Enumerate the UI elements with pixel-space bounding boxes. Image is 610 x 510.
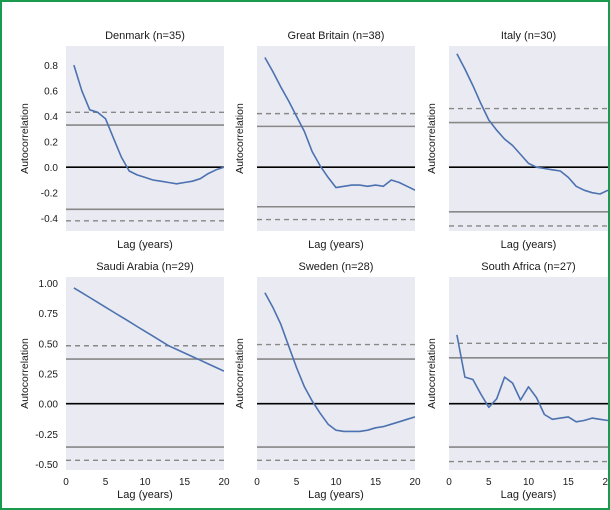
y-tick-label: 0.75	[39, 309, 59, 320]
x-axis-label: Lag (years)	[117, 239, 173, 251]
plot-background	[449, 46, 608, 231]
x-tick-label: 5	[294, 477, 300, 488]
x-axis-label: Lag (years)	[308, 489, 364, 501]
x-axis-label: Lag (years)	[501, 489, 557, 501]
x-tick-label: 0	[254, 477, 260, 488]
panel-title: Saudi Arabia (n=29)	[96, 261, 194, 273]
x-axis-label: Lag (years)	[117, 489, 173, 501]
panel-1: Great Britain (n=38) Lag (years) Autocorre…	[234, 30, 415, 251]
series-line	[264, 57, 415, 191]
series-line	[456, 334, 608, 423]
x-axis-label: Lag (years)	[501, 239, 557, 251]
panel-4: Sweden (n=28) Lag (years) Autocorrelation 0…	[234, 261, 421, 501]
series-line	[456, 53, 608, 195]
panel-title: Great Britain (n=38)	[288, 30, 385, 42]
x-axis-label: Lag (years)	[308, 239, 364, 251]
x-tick-label: 5	[103, 477, 109, 488]
panel-5: South Africa (n=27) Lag (years) Autocorrel…	[426, 261, 608, 501]
y-axis-label: Autocorrelation	[19, 103, 31, 174]
y-tick-label: 0.50	[39, 339, 59, 350]
y-tick-label: 0.00	[39, 400, 59, 411]
x-tick-label: 0	[63, 477, 69, 488]
panel-0: Denmark (n=35) Lag (years) Autocorrelation…	[19, 30, 224, 251]
x-tick-label: 15	[370, 477, 382, 488]
y-tick-label: 0.0	[44, 163, 58, 174]
y-axis-label: Autocorrelation	[234, 338, 246, 409]
plot-background	[66, 277, 224, 470]
x-tick-label: 10	[139, 477, 151, 488]
y-tick-label: 0.8	[44, 61, 58, 72]
y-tick-label: 0.4	[44, 112, 58, 123]
plot-background	[257, 46, 415, 231]
y-axis-label: Autocorrelation	[426, 338, 438, 409]
panel-3: Saudi Arabia (n=29) Lag (years) Autocorrel…	[19, 261, 230, 501]
x-tick-label: 10	[523, 477, 535, 488]
panel-title: Sweden (n=28)	[299, 261, 374, 273]
y-axis-label: Autocorrelation	[234, 103, 246, 174]
x-tick-label: 5	[486, 477, 492, 488]
plot-background	[257, 277, 415, 470]
y-axis-label: Autocorrelation	[19, 338, 31, 409]
y-tick-label: 0.6	[44, 87, 58, 98]
panel-title: Denmark (n=35)	[105, 30, 185, 42]
x-tick-label: 15	[563, 477, 575, 488]
x-tick-label: 15	[179, 477, 191, 488]
y-tick-label: -0.25	[35, 430, 58, 441]
series-line	[73, 287, 224, 372]
y-axis-label: Autocorrelation	[426, 103, 438, 174]
series-line	[264, 292, 415, 433]
y-tick-label: 1.00	[39, 279, 59, 290]
series-line	[73, 64, 224, 185]
x-tick-label: 20	[409, 477, 421, 488]
plot-background	[449, 277, 608, 470]
panel-title: South Africa (n=27)	[481, 261, 575, 273]
y-tick-label: -0.2	[41, 189, 59, 200]
y-tick-label: -0.4	[41, 214, 59, 225]
y-tick-label: 0.2	[44, 138, 58, 149]
panel-title: Italy (n=30)	[501, 30, 556, 42]
x-tick-label: 0	[446, 477, 452, 488]
panel-2: Italy (n=30) Lag (years) Autocorrelation	[426, 30, 608, 251]
y-tick-label: -0.50	[35, 460, 58, 471]
x-tick-label: 10	[330, 477, 342, 488]
x-tick-label: 20	[602, 477, 608, 488]
x-tick-label: 20	[218, 477, 230, 488]
y-tick-label: 0.25	[39, 370, 59, 381]
plot-background	[66, 46, 224, 231]
